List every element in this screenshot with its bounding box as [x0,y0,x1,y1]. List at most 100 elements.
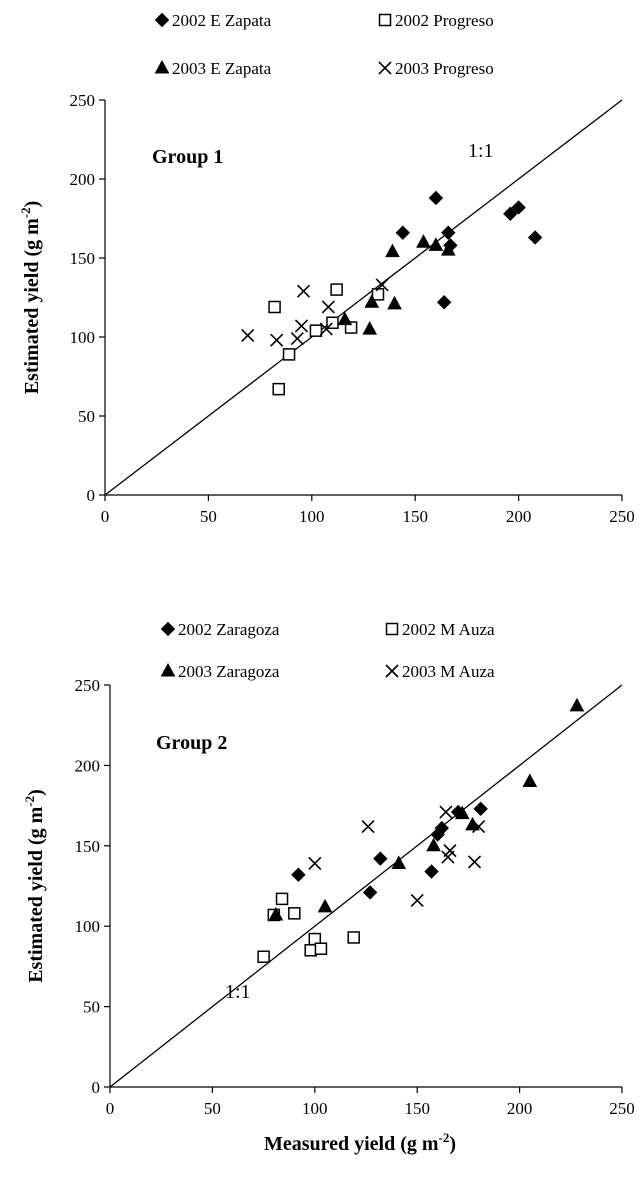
data-point [362,321,378,335]
data-point [416,234,431,248]
data-point [410,893,424,908]
chart-2: 2002 Zaragoza 2002 M Auza 2003 Zaragoza 200… [22,620,635,1155]
legend-label: 2002 E Zapata [172,11,272,30]
data-point [522,773,538,787]
data-point [308,856,322,871]
y-tick-label: 100 [75,917,101,936]
data-point [439,805,453,819]
x-tick-label: 250 [609,507,635,526]
data-point [385,243,400,258]
data-point [387,295,402,310]
data-point [373,851,388,866]
y-tick-label: 50 [83,998,100,1017]
legend-item: 2002 E Zapata [154,11,272,30]
axes: 0 50 100 150 200 250 0 50 100 150 200 250 [70,91,635,526]
data-point [270,333,284,347]
y-tick-label: 100 [70,328,96,347]
legend: 2002 Zaragoza 2002 M Auza 2003 Zaragoza 200… [160,620,495,681]
legend-item: 2003 Progreso [378,59,494,78]
x-tick-label: 200 [507,1099,533,1118]
y-axis-label: Estimated yield (g m-2) [22,789,47,983]
legend-label: 2003 Zaragoza [178,662,280,681]
legend-item: 2002 Progreso [378,11,494,30]
data-point [241,328,255,342]
group-annotation: Group 2 [156,732,227,754]
legend-marker [385,622,399,636]
x-tick-label: 100 [302,1099,328,1118]
legend-label: 2002 Zaragoza [178,620,280,639]
y-tick-label: 250 [70,91,96,110]
legend-marker [378,61,392,75]
data-point [326,316,339,330]
group-annotation: Group 1 [152,146,223,168]
x-tick-label: 250 [609,1099,635,1118]
data-point [290,332,304,346]
series-2 [268,283,385,396]
data-point [304,944,317,957]
y-tick-label: 200 [75,756,101,775]
legend-label: 2002 Progreso [395,11,494,30]
y-tick-label: 200 [70,170,96,189]
series-4 [308,805,486,908]
y-axis-label: Estimated yield (g m-2) [18,201,43,395]
data-point [434,820,449,836]
x-axis-label: Measured yield (g m-2) [264,1130,456,1155]
series-1 [395,190,543,310]
data-point [467,855,482,869]
data-point [362,885,378,900]
axes: 0 50 100 150 200 250 0 50 100 150 200 250 [75,676,635,1118]
data-point [472,819,486,834]
y-tick-label: 250 [75,676,101,695]
y-tick-label: 150 [70,249,96,268]
legend-marker [378,13,392,27]
legend-marker [385,664,399,678]
data-point [440,242,456,256]
legend-label: 2003 E Zapata [172,59,272,78]
x-tick-label: 50 [200,507,217,526]
legend-label: 2002 M Auza [402,620,495,639]
series-4 [241,278,389,347]
data-point [361,819,375,834]
legend-marker [154,59,170,74]
series-3 [268,697,585,921]
y-tick-label: 50 [78,407,95,426]
data-point [527,230,543,245]
data-point [503,206,518,221]
one-to-one-line [104,99,623,496]
legend-item: 2003 M Auza [385,662,495,681]
legend-marker [154,12,170,28]
data-point [424,864,439,879]
y-tick-label: 0 [92,1078,101,1097]
data-point [257,950,270,964]
data-point [347,931,360,944]
data-point [364,294,380,308]
legend-item: 2003 E Zapata [154,59,272,78]
legend-marker [160,662,176,677]
data-point [309,324,323,337]
data-point [288,907,301,920]
one-to-one-label: 1:1 [468,140,494,162]
x-tick-label: 100 [299,507,325,526]
data-point [275,892,289,906]
x-tick-label: 0 [106,1099,115,1118]
data-point [282,348,296,361]
legend: 2002 E Zapata 2002 Progreso 2003 E Zapata 2… [154,11,494,78]
x-tick-label: 0 [101,507,110,526]
data-point [473,801,488,817]
series-3 [337,234,456,335]
x-tick-label: 150 [402,507,428,526]
chart-1: 2002 E Zapata 2002 Progreso 2003 E Zapata 2… [18,11,635,526]
data-point [344,321,358,334]
data-point [428,190,444,206]
data-point [330,283,343,296]
data-point [268,300,281,314]
data-point [426,837,441,852]
one-to-one-line [109,684,623,1088]
data-point [296,284,311,298]
y-tick-label: 0 [87,486,96,505]
x-tick-label: 200 [506,507,532,526]
data-point [454,805,470,820]
legend-item: 2002 M Auza [385,620,495,639]
data-point [272,382,285,396]
